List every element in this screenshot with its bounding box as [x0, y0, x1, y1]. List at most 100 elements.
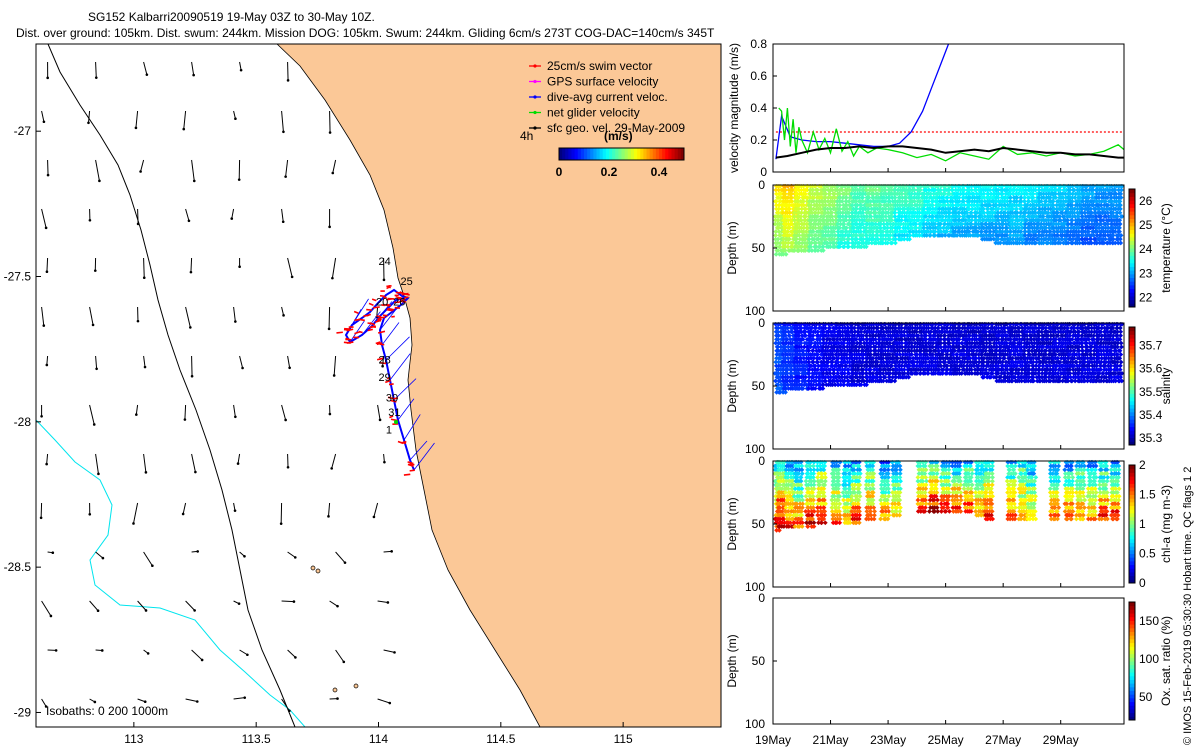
- temperature-sample: [1101, 240, 1107, 246]
- salinity-sample: [863, 359, 869, 365]
- temperature-sample: [915, 187, 921, 193]
- temperature-sample: [903, 199, 909, 204]
- salinity-sample: [856, 352, 862, 357]
- salinity-sample: [928, 363, 934, 369]
- salinity-sample: [926, 329, 931, 335]
- temperature-sample: [958, 202, 964, 208]
- salinity-sample: [898, 325, 904, 331]
- salinity-sample: [815, 344, 821, 350]
- salinity-sample: [826, 352, 832, 357]
- temperature-sample: [1006, 240, 1012, 246]
- salinity-sample: [835, 329, 841, 335]
- salinity-sample: [864, 333, 869, 338]
- temperature-sample: [879, 187, 885, 193]
- temperature-sample: [936, 210, 942, 216]
- salinity-sample: [781, 344, 787, 350]
- temperature-sample: [1036, 210, 1041, 216]
- temperature-sample: [1007, 202, 1013, 208]
- salinity-sample: [786, 329, 791, 335]
- temperature-sample: [834, 210, 839, 216]
- salinity-sample: [984, 344, 989, 350]
- temperature-sample: [1022, 229, 1028, 235]
- temperature-sample: [1058, 206, 1064, 212]
- salinity-sample: [980, 374, 986, 380]
- salinity-sample: [947, 359, 953, 365]
- temperature-sample: [942, 183, 948, 189]
- salinity-sample: [907, 329, 912, 335]
- colorbar-segment: [615, 148, 619, 160]
- salinity-sample: [807, 344, 813, 350]
- temperature-sample: [916, 187, 922, 193]
- salinity-sample: [841, 382, 846, 388]
- temperature-sample: [777, 244, 782, 250]
- temperature-sample: [1051, 195, 1057, 201]
- temperature-sample: [783, 183, 788, 189]
- temperature-sample: [843, 210, 849, 216]
- salinity-sample: [983, 321, 989, 327]
- temperature-sample: [799, 221, 805, 227]
- temperature-sample: [775, 236, 781, 242]
- temperature-sample: [1072, 233, 1077, 238]
- temperature-sample: [865, 199, 870, 204]
- temperature-sample: [990, 206, 996, 212]
- salinity-sample: [781, 382, 786, 388]
- salinity-sample: [807, 340, 813, 346]
- salinity-sample: [905, 348, 911, 354]
- salinity-sample: [973, 359, 979, 365]
- temperature-sample: [817, 195, 823, 200]
- temperature-sample: [917, 225, 922, 231]
- salinity-sample: [899, 336, 905, 342]
- temperature-sample: [814, 195, 820, 200]
- salinity-sample: [979, 359, 985, 365]
- sfc-velocity-arrow: [287, 551, 296, 558]
- temperature-sample: [1087, 240, 1093, 246]
- temperature-sample: [999, 202, 1005, 208]
- temperature-sample: [1039, 195, 1045, 201]
- salinity-sample: [833, 352, 839, 357]
- temperature-sample: [1104, 217, 1110, 223]
- temperature-sample: [914, 217, 920, 223]
- temperature-sample: [935, 183, 941, 189]
- salinity-sample: [987, 348, 993, 354]
- temperature-sample: [979, 187, 985, 193]
- temperature-sample: [776, 225, 782, 231]
- salinity-sample: [798, 321, 804, 327]
- salinity-sample: [828, 340, 834, 346]
- salinity-sample: [911, 359, 917, 365]
- salinity-sample: [839, 321, 845, 327]
- temperature-sample: [1017, 214, 1023, 219]
- temperature-sample: [1096, 206, 1102, 212]
- temperature-colorbar-segment: [1129, 225, 1135, 231]
- salinity-sample: [982, 352, 988, 357]
- temperature-sample: [1097, 210, 1103, 216]
- temperature-sample: [978, 210, 984, 216]
- temperature-sample: [997, 183, 1002, 189]
- temperature-sample: [957, 232, 963, 238]
- temperature-sample: [780, 251, 786, 257]
- salinity-sample: [919, 355, 925, 361]
- salinity-sample: [796, 333, 802, 339]
- temperature-sample: [785, 217, 791, 223]
- temperature-sample: [846, 187, 852, 193]
- temperature-sample: [1082, 236, 1088, 242]
- salinity-sample: [840, 329, 846, 335]
- temperature-sample: [1036, 187, 1042, 193]
- salinity-sample: [794, 386, 800, 391]
- salinity-sample: [935, 348, 941, 354]
- temperature-sample: [873, 202, 879, 208]
- temperature-sample: [852, 210, 858, 216]
- temperature-sample: [933, 195, 939, 200]
- salinity-sample: [822, 348, 828, 354]
- temperature-sample: [919, 229, 924, 235]
- legend-marker: [533, 79, 537, 84]
- salinity-sample: [803, 370, 809, 376]
- salinity-sample: [877, 333, 883, 338]
- temperature-sample: [899, 217, 904, 223]
- temperature-sample: [1028, 210, 1033, 216]
- salinity-sample: [869, 337, 875, 342]
- sfc-velocity-head: [281, 220, 285, 224]
- temperature-sample: [819, 210, 824, 216]
- salinity-sample: [986, 337, 992, 342]
- temperature-sample: [1042, 202, 1048, 208]
